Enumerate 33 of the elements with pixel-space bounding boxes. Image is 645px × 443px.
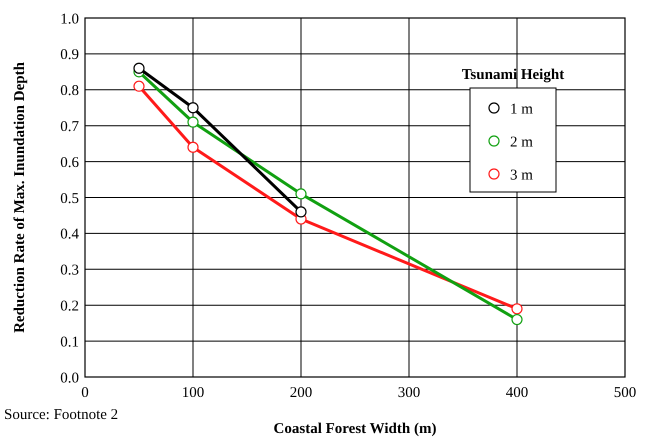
source-note: Source: Footnote 2 bbox=[4, 407, 118, 423]
legend-title: Tsunami Height bbox=[462, 67, 564, 83]
point bbox=[133, 62, 145, 74]
point bbox=[187, 142, 199, 153]
x-axis-title: Coastal Forest Width (m) bbox=[274, 421, 436, 437]
point bbox=[187, 116, 199, 128]
point bbox=[187, 102, 199, 114]
x-tick-label: 400 bbox=[506, 385, 528, 401]
y-tick-label: 0.2 bbox=[60, 298, 79, 314]
y-tick-label: 1.0 bbox=[60, 11, 79, 28]
x-tick-label: 100 bbox=[182, 385, 204, 401]
y-tick-label: 0.8 bbox=[60, 83, 79, 100]
y-tick-label: 0.1 bbox=[60, 334, 79, 350]
point bbox=[295, 206, 307, 218]
y-axis-title: Reduction Rate of Max. Inundation Depth bbox=[12, 61, 28, 333]
point bbox=[295, 188, 307, 200]
y-tick-label: 0.3 bbox=[60, 262, 79, 279]
point bbox=[511, 303, 523, 314]
y-tick-label: 0.9 bbox=[60, 47, 79, 64]
y-tick-label: 0.0 bbox=[60, 370, 79, 386]
point bbox=[133, 80, 145, 92]
x-tick-label: 300 bbox=[398, 385, 420, 401]
legend-label: 3 m bbox=[510, 167, 534, 184]
y-tick-label: 0.6 bbox=[60, 154, 80, 171]
y-tick-label: 0.5 bbox=[60, 190, 79, 207]
legend-label: 1 m bbox=[510, 101, 534, 118]
legend-label: 2 m bbox=[510, 134, 534, 150]
point bbox=[511, 314, 523, 326]
x-tick-label: 200 bbox=[290, 385, 312, 401]
y-tick-label: 0.4 bbox=[60, 226, 80, 243]
x-tick-label: 0 bbox=[81, 385, 89, 401]
y-tick-label: 0.7 bbox=[60, 118, 80, 135]
x-tick-label: 500 bbox=[614, 385, 636, 401]
